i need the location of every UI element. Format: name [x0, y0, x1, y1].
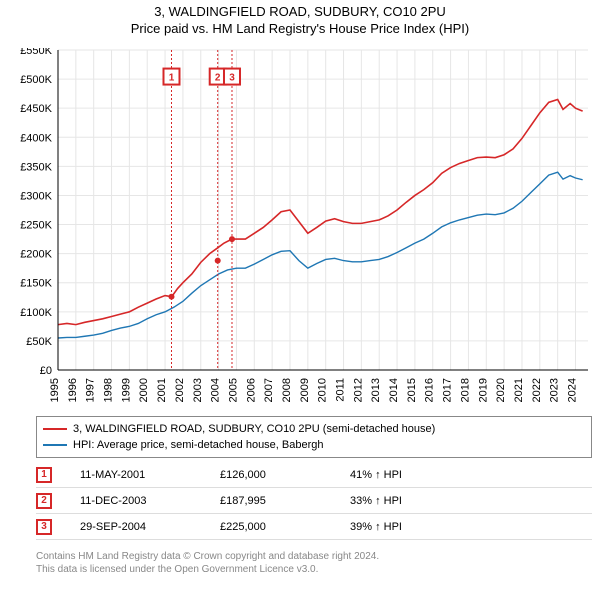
svg-text:2022: 2022 [531, 378, 543, 402]
footer-line-1: Contains HM Land Registry data © Crown c… [36, 550, 592, 563]
svg-text:2021: 2021 [513, 378, 525, 402]
svg-text:£0: £0 [40, 365, 52, 377]
title-block: 3, WALDINGFIELD ROAD, SUDBURY, CO10 2PU … [0, 0, 600, 36]
svg-text:£450K: £450K [20, 103, 52, 115]
svg-text:2014: 2014 [388, 378, 400, 402]
svg-text:2000: 2000 [138, 378, 150, 402]
sale-diff: 39% ↑ HPI [350, 521, 470, 533]
svg-text:2013: 2013 [370, 378, 382, 402]
svg-text:1996: 1996 [67, 378, 79, 402]
svg-text:2020: 2020 [495, 378, 507, 402]
svg-text:2004: 2004 [210, 378, 222, 402]
sale-price: £187,995 [220, 495, 350, 507]
svg-text:2002: 2002 [174, 378, 186, 402]
svg-text:2012: 2012 [352, 378, 364, 402]
svg-text:£500K: £500K [20, 74, 52, 86]
chart-area: £0 £50K £100K £150K £200K £250K £300K £350K £400… [8, 48, 592, 408]
sale-diff: 33% ↑ HPI [350, 495, 470, 507]
sale-marker-box: 2 [36, 493, 52, 509]
svg-text:£250K: £250K [20, 220, 52, 232]
sale-date: 29-SEP-2004 [80, 521, 220, 533]
svg-text:2011: 2011 [335, 378, 347, 402]
svg-text:£100K: £100K [20, 307, 52, 319]
sale-marker-box: 3 [36, 519, 52, 535]
legend-label-hpi: HPI: Average price, semi-detached house,… [73, 439, 324, 451]
svg-text:2009: 2009 [299, 378, 311, 402]
legend-swatch-property [43, 428, 67, 430]
svg-text:£550K: £550K [20, 48, 52, 57]
svg-text:£350K: £350K [20, 161, 52, 173]
svg-text:1995: 1995 [49, 378, 61, 402]
chart-container: 3, WALDINGFIELD ROAD, SUDBURY, CO10 2PU … [0, 0, 600, 590]
title-main: 3, WALDINGFIELD ROAD, SUDBURY, CO10 2PU [0, 4, 600, 19]
sales-row: 1 11-MAY-2001£126,00041% ↑ HPI [36, 462, 592, 488]
svg-text:2019: 2019 [477, 378, 489, 402]
svg-text:2015: 2015 [406, 378, 418, 402]
sale-date: 11-DEC-2003 [80, 495, 220, 507]
svg-text:2010: 2010 [317, 378, 329, 402]
footer: Contains HM Land Registry data © Crown c… [36, 546, 592, 576]
svg-text:2003: 2003 [192, 378, 204, 402]
svg-text:£300K: £300K [20, 190, 52, 202]
legend-swatch-hpi [43, 444, 67, 446]
svg-text:2001: 2001 [156, 378, 168, 402]
title-sub: Price paid vs. HM Land Registry's House … [0, 21, 600, 36]
svg-text:3: 3 [229, 73, 235, 84]
svg-text:2018: 2018 [459, 378, 471, 402]
legend-label-property: 3, WALDINGFIELD ROAD, SUDBURY, CO10 2PU … [73, 423, 435, 435]
svg-text:1997: 1997 [85, 378, 97, 402]
sales-table: 1 11-MAY-2001£126,00041% ↑ HPI 2 11-DEC-200… [36, 462, 592, 540]
svg-text:£200K: £200K [20, 249, 52, 261]
line-chart-svg: £0 £50K £100K £150K £200K £250K £300K £350K £400… [8, 48, 592, 408]
sale-price: £126,000 [220, 469, 350, 481]
svg-text:2023: 2023 [549, 378, 561, 402]
svg-text:2006: 2006 [245, 378, 257, 402]
footer-line-2: This data is licensed under the Open Gov… [36, 563, 592, 576]
legend-row-property: 3, WALDINGFIELD ROAD, SUDBURY, CO10 2PU … [43, 421, 585, 437]
svg-text:2007: 2007 [263, 378, 275, 402]
sales-row: 3 29-SEP-2004£225,00039% ↑ HPI [36, 514, 592, 540]
svg-text:2008: 2008 [281, 378, 293, 402]
svg-text:£50K: £50K [26, 336, 52, 348]
svg-text:2016: 2016 [424, 378, 436, 402]
svg-text:2017: 2017 [442, 378, 454, 402]
svg-text:2: 2 [215, 73, 221, 84]
svg-text:2024: 2024 [567, 378, 579, 402]
svg-text:£400K: £400K [20, 132, 52, 144]
sale-price: £225,000 [220, 521, 350, 533]
legend: 3, WALDINGFIELD ROAD, SUDBURY, CO10 2PU … [36, 416, 592, 458]
legend-row-hpi: HPI: Average price, semi-detached house,… [43, 437, 585, 453]
sale-marker-box: 1 [36, 467, 52, 483]
svg-text:1999: 1999 [120, 378, 132, 402]
sale-date: 11-MAY-2001 [80, 469, 220, 481]
svg-text:1: 1 [169, 73, 175, 84]
svg-text:2005: 2005 [227, 378, 239, 402]
svg-text:£150K: £150K [20, 278, 52, 290]
sales-row: 2 11-DEC-2003£187,99533% ↑ HPI [36, 488, 592, 514]
svg-text:1998: 1998 [103, 378, 115, 402]
sale-diff: 41% ↑ HPI [350, 469, 470, 481]
